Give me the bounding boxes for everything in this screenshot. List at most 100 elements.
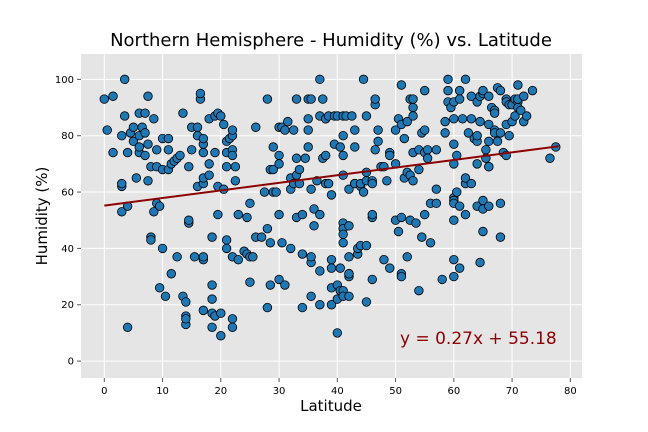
data-point	[128, 122, 139, 132]
data-point	[119, 111, 130, 121]
data-point	[495, 85, 506, 96]
data-point	[259, 187, 270, 197]
data-point	[233, 209, 243, 220]
data-point	[134, 142, 144, 152]
data-point	[309, 221, 319, 231]
data-point	[186, 145, 197, 155]
data-point	[315, 266, 325, 276]
data-point	[303, 125, 313, 135]
x-tick-label: 50	[389, 386, 402, 397]
data-point	[449, 215, 459, 225]
data-point	[262, 223, 273, 234]
data-point	[449, 271, 459, 282]
data-point	[326, 300, 337, 310]
data-point	[358, 74, 369, 85]
data-point	[143, 176, 153, 186]
data-point	[350, 142, 360, 152]
x-tick-label: 20	[214, 386, 227, 397]
data-point	[475, 257, 485, 268]
x-tick-label: 60	[447, 386, 460, 397]
data-point	[420, 85, 430, 96]
data-point	[149, 207, 159, 217]
data-point	[265, 280, 276, 290]
y-axis-ticks: 0 20 40 60 80 100	[55, 75, 81, 368]
data-point	[484, 161, 494, 172]
data-point	[454, 94, 465, 104]
data-point	[440, 128, 450, 138]
data-point	[484, 201, 494, 211]
data-point	[335, 142, 345, 152]
data-point	[256, 232, 267, 242]
data-point	[478, 85, 488, 96]
data-point	[408, 102, 418, 113]
data-point	[452, 187, 462, 197]
data-point	[449, 114, 459, 124]
data-point	[396, 212, 407, 223]
data-point	[204, 159, 214, 169]
data-point	[320, 150, 331, 161]
data-point	[504, 131, 514, 141]
data-point	[414, 285, 424, 296]
data-point	[143, 91, 153, 101]
data-point	[248, 252, 258, 262]
data-point	[463, 128, 474, 138]
x-axis-label: Latitude	[300, 397, 362, 415]
data-point	[443, 74, 453, 85]
data-point	[184, 161, 194, 172]
data-point	[326, 254, 337, 265]
data-point	[149, 114, 159, 124]
data-point	[516, 105, 526, 116]
data-point	[274, 209, 284, 220]
data-point	[472, 131, 482, 141]
data-point	[227, 125, 238, 135]
data-point	[425, 238, 436, 248]
data-point	[108, 147, 118, 158]
data-point	[315, 209, 325, 220]
data-point	[198, 133, 209, 144]
data-point	[338, 238, 348, 248]
data-point	[291, 94, 302, 104]
data-point	[242, 212, 252, 223]
data-point	[306, 184, 316, 194]
data-point	[227, 150, 238, 161]
data-point	[347, 111, 357, 121]
y-tick-label: 80	[61, 131, 74, 142]
data-point	[297, 249, 308, 259]
data-point	[344, 269, 354, 279]
data-point	[210, 147, 220, 158]
data-point	[323, 178, 334, 189]
data-point	[108, 91, 118, 101]
data-point	[315, 74, 325, 85]
data-point	[495, 128, 506, 138]
data-point	[443, 85, 453, 96]
data-point	[178, 108, 188, 118]
data-point	[198, 147, 209, 158]
data-point	[478, 195, 488, 206]
data-point	[265, 238, 276, 248]
data-point	[449, 254, 459, 265]
data-point	[454, 263, 465, 273]
data-point	[207, 322, 217, 332]
y-tick-label: 40	[61, 244, 74, 255]
data-point	[495, 198, 506, 209]
y-axis-label: Humidity (%)	[33, 167, 51, 266]
data-point	[262, 94, 273, 104]
data-point	[420, 209, 430, 220]
data-point	[140, 150, 150, 161]
data-point	[361, 240, 372, 251]
data-point	[521, 111, 532, 121]
data-point	[420, 125, 430, 135]
data-point	[230, 161, 241, 172]
data-point	[294, 164, 305, 175]
x-tick-label: 30	[273, 386, 286, 397]
data-point	[382, 176, 392, 186]
data-point	[393, 226, 404, 237]
data-point	[207, 280, 217, 290]
data-point	[221, 235, 232, 245]
data-point	[166, 269, 176, 279]
data-point	[492, 136, 503, 147]
data-point	[460, 74, 471, 85]
data-point	[221, 161, 232, 172]
data-point	[481, 145, 491, 155]
